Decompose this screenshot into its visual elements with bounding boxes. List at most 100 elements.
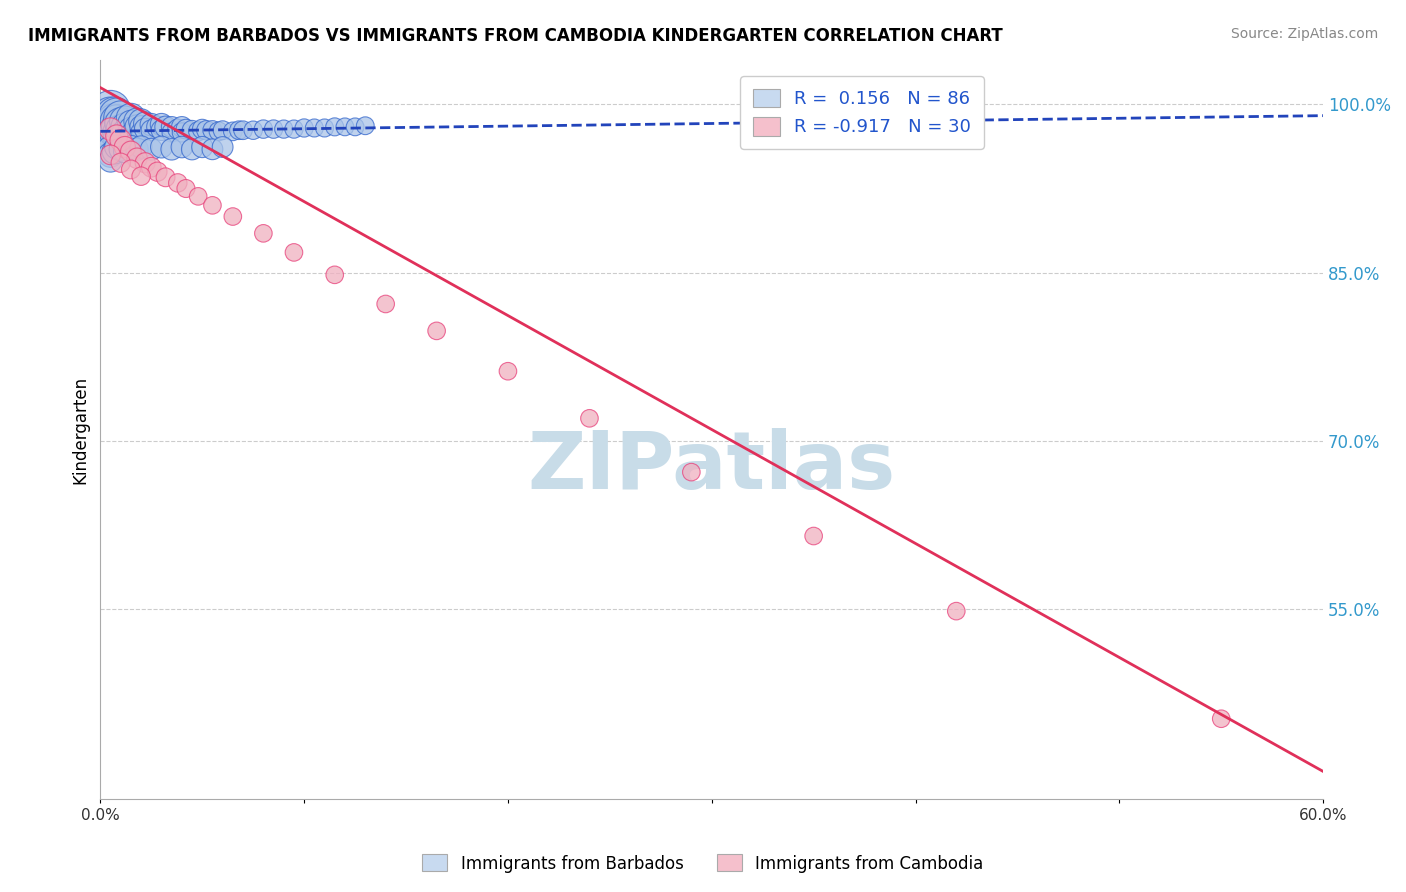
Point [181, 142, 204, 156]
Point [110, 116, 132, 130]
Point [105, 126, 128, 140]
Point [114, 145, 136, 159]
Point [120, 145, 142, 159]
Point [160, 126, 183, 140]
Point [354, 119, 377, 133]
Point [191, 122, 214, 136]
Point [141, 123, 163, 137]
Point [120, 111, 142, 125]
Point [110, 133, 132, 147]
Point [120, 122, 142, 136]
Point [263, 122, 285, 136]
Point [146, 164, 169, 178]
Point [129, 140, 152, 154]
Point [155, 120, 177, 134]
Point [170, 126, 193, 140]
Point [141, 118, 163, 132]
Point [100, 122, 122, 136]
Point [323, 120, 346, 134]
Point [166, 122, 188, 136]
Point [100, 103, 122, 117]
Point [187, 189, 209, 203]
Point [104, 126, 127, 140]
Point [681, 465, 703, 479]
Point [187, 124, 209, 138]
Point [1211, 712, 1233, 726]
Point [170, 140, 193, 154]
Point [292, 120, 315, 135]
Point [195, 123, 218, 137]
Legend: Immigrants from Barbados, Immigrants from Cambodia: Immigrants from Barbados, Immigrants fro… [416, 847, 990, 880]
Point [222, 124, 245, 138]
Point [803, 529, 825, 543]
Point [125, 142, 148, 156]
Point [211, 123, 233, 137]
Point [323, 268, 346, 282]
Point [110, 155, 132, 169]
Point [104, 120, 127, 134]
Point [120, 140, 142, 154]
Point [110, 122, 132, 136]
Point [100, 109, 122, 123]
Point [201, 142, 224, 156]
Point [496, 364, 519, 378]
Point [134, 122, 156, 136]
Point [110, 128, 132, 142]
Point [314, 120, 336, 135]
Point [100, 131, 122, 145]
Text: Source: ZipAtlas.com: Source: ZipAtlas.com [1230, 27, 1378, 41]
Point [155, 170, 177, 185]
Point [104, 114, 127, 128]
Point [252, 227, 274, 241]
Point [114, 120, 136, 134]
Point [174, 122, 197, 136]
Point [120, 128, 142, 142]
Point [201, 198, 224, 212]
Point [105, 120, 128, 134]
Point [100, 114, 122, 128]
Y-axis label: Kindergarten: Kindergarten [72, 376, 89, 483]
Point [100, 126, 122, 140]
Point [228, 123, 250, 137]
Point [100, 148, 122, 162]
Point [333, 120, 356, 134]
Point [426, 324, 449, 338]
Point [134, 116, 156, 130]
Point [105, 131, 128, 145]
Point [141, 160, 163, 174]
Point [283, 245, 305, 260]
Point [125, 120, 148, 134]
Point [201, 123, 224, 137]
Point [207, 124, 229, 138]
Point [105, 128, 128, 143]
Point [945, 604, 967, 618]
Point [100, 142, 122, 156]
Point [283, 122, 305, 136]
Point [344, 120, 367, 134]
Point [273, 122, 295, 136]
Point [146, 120, 169, 134]
Point [100, 153, 122, 168]
Point [110, 111, 132, 125]
Point [222, 210, 245, 224]
Point [114, 140, 136, 154]
Point [141, 142, 163, 156]
Point [125, 151, 148, 165]
Point [110, 133, 132, 147]
Point [232, 123, 254, 137]
Point [114, 114, 136, 128]
Point [129, 114, 152, 128]
Point [105, 114, 128, 128]
Point [134, 155, 156, 169]
Point [125, 114, 148, 128]
Text: IMMIGRANTS FROM BARBADOS VS IMMIGRANTS FROM CAMBODIA KINDERGARTEN CORRELATION CH: IMMIGRANTS FROM BARBADOS VS IMMIGRANTS F… [28, 27, 1002, 45]
Point [105, 140, 128, 154]
Point [114, 126, 136, 140]
Point [150, 140, 173, 154]
Point [170, 120, 193, 134]
Text: ZIPatlas: ZIPatlas [527, 427, 896, 506]
Point [174, 181, 197, 195]
Point [150, 118, 173, 132]
Point [104, 109, 127, 123]
Legend: R =  0.156   N = 86, R = -0.917   N = 30: R = 0.156 N = 86, R = -0.917 N = 30 [741, 76, 984, 149]
